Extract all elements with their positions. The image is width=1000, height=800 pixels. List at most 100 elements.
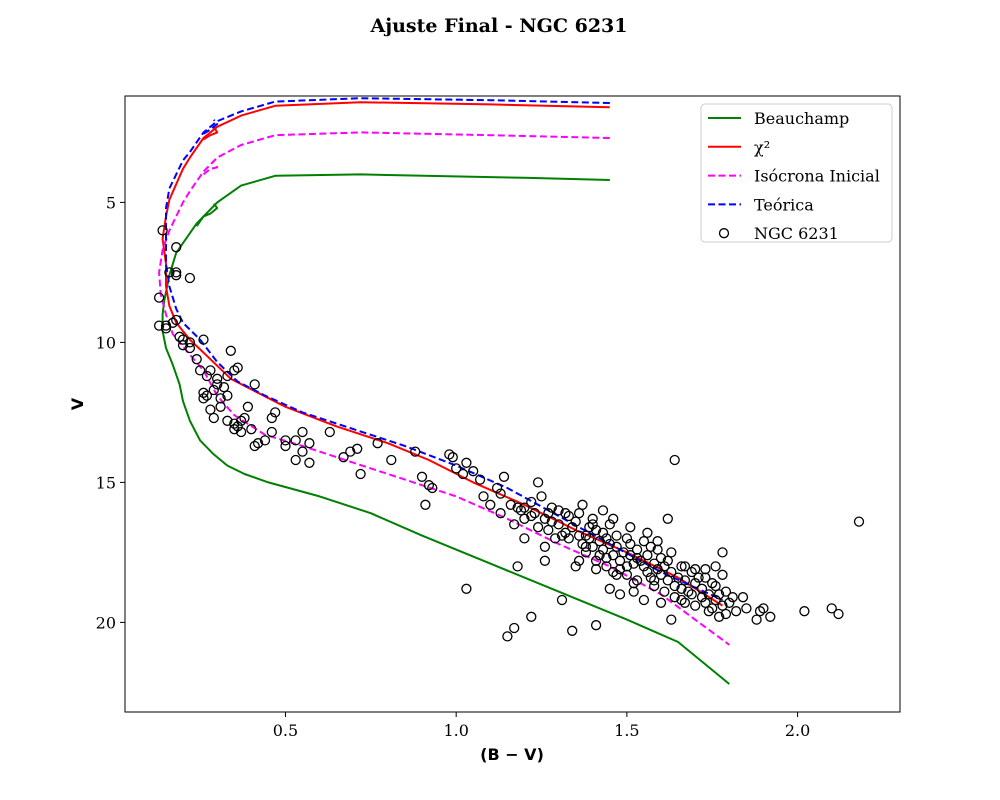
series-line-is-crona-inicial-5 [202,162,219,176]
scatter-point [427,482,438,494]
scatter-point [655,552,667,564]
scatter-point [205,404,216,415]
scatter-point [577,499,588,510]
scatter-point [645,572,656,583]
scatter-point [573,508,585,519]
scatter-point [730,606,742,617]
scatter-point [297,426,308,438]
scatter-point [608,513,619,524]
scatter-point [229,418,240,429]
scatter-point [720,608,732,620]
scatter-point [580,541,592,552]
scatter-point [222,415,233,426]
y-tick-label: 5 [106,193,116,212]
scatter-point [655,597,667,608]
scatter-point [758,603,769,614]
scatter-point [686,589,697,600]
scatter-point [539,513,551,524]
scatter-point [304,457,315,468]
scatter-point [765,611,776,622]
scatter-point [519,502,530,513]
scatter-point [573,530,585,541]
scatter-point [232,362,243,373]
scatter-point [700,597,711,608]
scatter-point [546,516,557,527]
scatter-point [754,606,766,617]
scatter-point [532,477,544,488]
legend-label: χ² [754,138,770,157]
scatter-point [526,611,537,622]
scatter-point [669,592,680,603]
scatter-point [570,516,581,527]
scatter-point [324,426,335,438]
series-layer [158,97,730,685]
scatter-point [280,435,291,446]
x-tick-label: 0.5 [273,721,298,740]
scatter-point [631,552,643,564]
scatter-point [621,561,633,572]
scatter-point [635,555,646,566]
x-tick-label: 1.0 [443,721,468,740]
legend-marker [718,228,730,239]
y-tick-label: 10 [96,333,116,352]
series-line-te-rica-7 [202,119,219,135]
scatter-point [679,561,691,572]
scatter-point [270,407,281,418]
scatter-point [249,379,260,390]
scatter-point [614,589,626,600]
scatter-point [611,569,622,580]
scatter-point [235,426,247,438]
scatter-point [662,513,673,524]
scatter-point [290,454,301,466]
scatter-point [662,555,673,566]
scatter-point [232,421,243,432]
legend-label: Isócrona Inicial [754,167,880,186]
scatter-point [550,533,561,544]
scatter-point [556,594,568,606]
scatter-point [526,496,537,508]
scatter-point [649,558,660,569]
scatter-point [491,482,503,494]
x-tick-label: 1.5 [614,721,639,740]
scatter-point [372,438,383,449]
scatter-point [666,566,677,578]
scatter-point [444,449,455,460]
legend-frame [700,103,893,243]
scatter-point [587,513,598,524]
scatter-point [584,533,595,544]
scatter-point [201,370,213,382]
scatter-point [304,438,315,449]
scatter-point [461,583,472,594]
scatter-point [652,536,663,547]
scatter-point [563,510,574,522]
scatter-point [666,547,677,558]
scatter-point [478,491,489,502]
scatter-point [205,365,216,376]
scatter-point [720,586,732,597]
scatter-point [676,583,687,594]
scatter-point [553,519,564,530]
scatter-point [584,522,595,533]
scatter-point [669,454,680,466]
scatter-point [266,426,277,438]
scatter-point [700,564,711,575]
scatter-point [515,505,527,516]
scatter-point [631,575,643,586]
x-tick-label: 2.0 [785,721,810,740]
scatter-point [229,365,240,376]
scatter-point [509,622,520,634]
scatter-point [826,603,837,614]
scatter-point [604,583,615,594]
scatter-point [625,538,636,550]
scatter-point [519,533,530,544]
scatter-point [590,524,602,536]
scatter-point [498,471,510,482]
scatter-point [153,320,165,331]
series-line---2 [161,101,724,607]
scatter-point [502,631,513,642]
scatter-point [249,440,260,452]
scatter-point [171,314,182,326]
scatter-point [229,424,240,435]
scatter-point [672,572,684,583]
scatter-point [416,471,428,482]
